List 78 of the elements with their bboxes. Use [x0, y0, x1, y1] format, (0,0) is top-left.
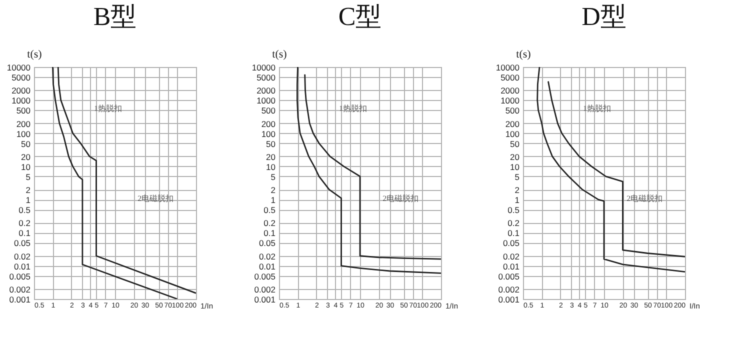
y-tick-label: 10 — [21, 162, 31, 172]
y-tick-label: 2000 — [256, 86, 276, 96]
y-tick-label: 0.002 — [498, 284, 520, 295]
y-tick-label: 0.005 — [498, 271, 520, 282]
y-tick-label: 0.5 — [263, 205, 276, 216]
y-axis-title: t(s) — [272, 48, 287, 60]
annotation: 2电磁脱扣 — [382, 194, 418, 204]
y-tick-label: 1000 — [500, 96, 520, 106]
y-tick-label: 0.1 — [263, 228, 276, 238]
chart-title: B型 — [93, 2, 137, 31]
y-tick-label: 50 — [21, 138, 31, 149]
chart-title: C型 — [338, 2, 382, 31]
y-tick-label: 0.02 — [258, 251, 276, 262]
y-tick-label: 0.005 — [254, 271, 276, 282]
y-tick-label: 200 — [16, 118, 31, 129]
y-tick-label: 20 — [21, 152, 31, 162]
y-tick-label: 10 — [510, 162, 520, 172]
y-tick-label: 200 — [260, 118, 276, 129]
y-tick-label: 20 — [266, 152, 276, 162]
y-tick-label: 10000 — [496, 62, 520, 72]
y-tick-label: 0.05 — [258, 238, 276, 248]
y-tick-label: 0.05 — [503, 238, 520, 248]
y-tick-label: 0.01 — [14, 261, 31, 272]
y-tick-label: 1 — [515, 195, 520, 206]
y-tick-label: 5 — [270, 172, 276, 182]
y-tick-label: 5 — [515, 172, 520, 182]
y-tick-label: 0.5 — [508, 205, 520, 216]
y-tick-label: 0.01 — [258, 261, 276, 272]
y-tick-label: 0.05 — [14, 238, 31, 248]
y-tick-label: 0.2 — [18, 218, 31, 228]
y-tick-label: 500 — [16, 106, 31, 116]
y-tick-label: 0.001 — [498, 294, 520, 304]
y-tick-label: 1000 — [12, 96, 31, 106]
y-tick-label: 0.02 — [14, 251, 31, 262]
y-tick-label: 0.5 — [18, 205, 31, 216]
annotation: 1热脱扣 — [338, 104, 367, 113]
y-axis-title: t(s) — [27, 48, 42, 60]
y-tick-label: 100 — [16, 128, 31, 139]
y-tick-label: 0.02 — [503, 251, 520, 262]
y-tick-label: 10 — [266, 162, 276, 172]
y-tick-label: 5000 — [500, 72, 520, 82]
annotation: 2电磁脱扣 — [138, 194, 174, 204]
y-tick-label: 500 — [260, 106, 276, 116]
y-tick-label: 5000 — [12, 72, 31, 82]
y-tick-label: 0.2 — [263, 218, 276, 228]
y-tick-label: 500 — [506, 106, 520, 116]
y-tick-label: 0.002 — [9, 284, 31, 295]
y-tick-label: 200 — [506, 118, 520, 129]
y-tick-label: 2000 — [500, 86, 520, 96]
chart-title: D型 — [582, 2, 627, 31]
y-tick-label: 100 — [506, 128, 520, 139]
y-tick-label: 0.01 — [503, 261, 520, 272]
y-tick-label: 0.002 — [254, 284, 276, 295]
y-tick-label: 0.1 — [508, 228, 520, 238]
y-tick-label: 50 — [510, 138, 520, 149]
y-tick-label: 1 — [26, 195, 31, 206]
y-tick-label: 10000 — [6, 62, 31, 72]
y-tick-label: 0.005 — [9, 271, 31, 282]
y-tick-label: 2000 — [12, 86, 31, 96]
y-tick-label: 2 — [26, 185, 31, 196]
y-axis-title: t(s) — [516, 48, 532, 60]
annotation: 1热脱扣 — [94, 104, 122, 113]
y-tick-label: 20 — [510, 152, 520, 162]
y-tick-label: 2 — [515, 185, 520, 196]
y-tick-label: 2 — [270, 185, 276, 196]
y-tick-label: 0.001 — [254, 294, 276, 304]
y-tick-label: 0.2 — [508, 218, 520, 228]
y-tick-label: 0.001 — [9, 294, 31, 304]
y-tick-label: 10000 — [252, 62, 276, 72]
y-tick-label: 0.1 — [18, 228, 31, 238]
y-tick-label: 1000 — [256, 96, 276, 106]
y-tick-label: 5 — [26, 172, 31, 182]
y-tick-label: 50 — [266, 138, 276, 149]
annotation: 2电磁脱扣 — [627, 194, 664, 204]
y-tick-label: 1 — [270, 195, 276, 206]
y-tick-label: 5000 — [256, 72, 276, 82]
annotation: 1热脱扣 — [583, 104, 612, 113]
y-tick-label: 100 — [260, 128, 276, 139]
